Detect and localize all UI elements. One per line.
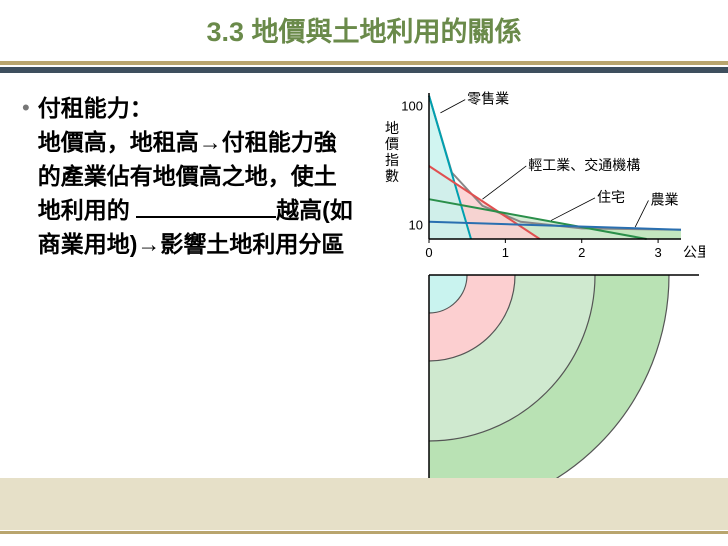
bullet-text: 付租能力： 地價高，地租高→付租能力強的產業佔有地價高之地，使土地利用的 越高(… [38, 91, 357, 261]
svg-text:價: 價 [385, 136, 399, 152]
left-column: • 付租能力： 地價高，地租高→付租能力強的產業佔有地價高之地，使土地利用的 越… [0, 79, 365, 509]
svg-text:零售業: 零售業 [467, 91, 509, 107]
chart-top: 0 1 2 3 公里 10 100地價指數 零售業輕工業、交通機構住宅 農業 [365, 83, 705, 263]
svg-text:100: 100 [401, 98, 423, 113]
fill-blank [136, 196, 276, 218]
svg-text:農業: 農業 [650, 191, 678, 207]
bullet-item: • 付租能力： 地價高，地租高→付租能力強的產業佔有地價高之地，使土地利用的 越… [22, 91, 357, 261]
footer-stripe [0, 478, 728, 530]
svg-text:住宅: 住宅 [597, 189, 625, 205]
divider [0, 55, 728, 79]
bullet-marker: • [22, 91, 30, 261]
svg-text:1: 1 [502, 245, 509, 260]
svg-text:公里: 公里 [683, 244, 705, 260]
svg-text:指: 指 [385, 152, 399, 168]
header: 3.3 地價與土地利用的關係 [0, 0, 728, 55]
svg-text:輕工業、交通機構: 輕工業、交通機構 [528, 157, 640, 173]
chart-bottom [365, 269, 705, 499]
footer-line [0, 531, 728, 534]
svg-text:0: 0 [425, 245, 432, 260]
arrow-icon: → [199, 129, 222, 155]
bullet-l4: 影響土地利用分區 [160, 231, 344, 257]
svg-text:數: 數 [385, 168, 399, 184]
bullet-l1: 地價高，地租高 [38, 129, 199, 155]
svg-text:10: 10 [409, 218, 423, 233]
svg-text:3: 3 [654, 245, 661, 260]
arrow-icon: → [137, 231, 160, 257]
bullet-lead: 付租能力： [38, 95, 153, 121]
svg-text:2: 2 [578, 245, 585, 260]
svg-text:地: 地 [385, 120, 399, 136]
content: • 付租能力： 地價高，地租高→付租能力強的產業佔有地價高之地，使土地利用的 越… [0, 79, 728, 509]
right-column: 0 1 2 3 公里 10 100地價指數 零售業輕工業、交通機構住宅 農業 [365, 79, 728, 509]
page-title: 3.3 地價與土地利用的關係 [0, 10, 728, 49]
